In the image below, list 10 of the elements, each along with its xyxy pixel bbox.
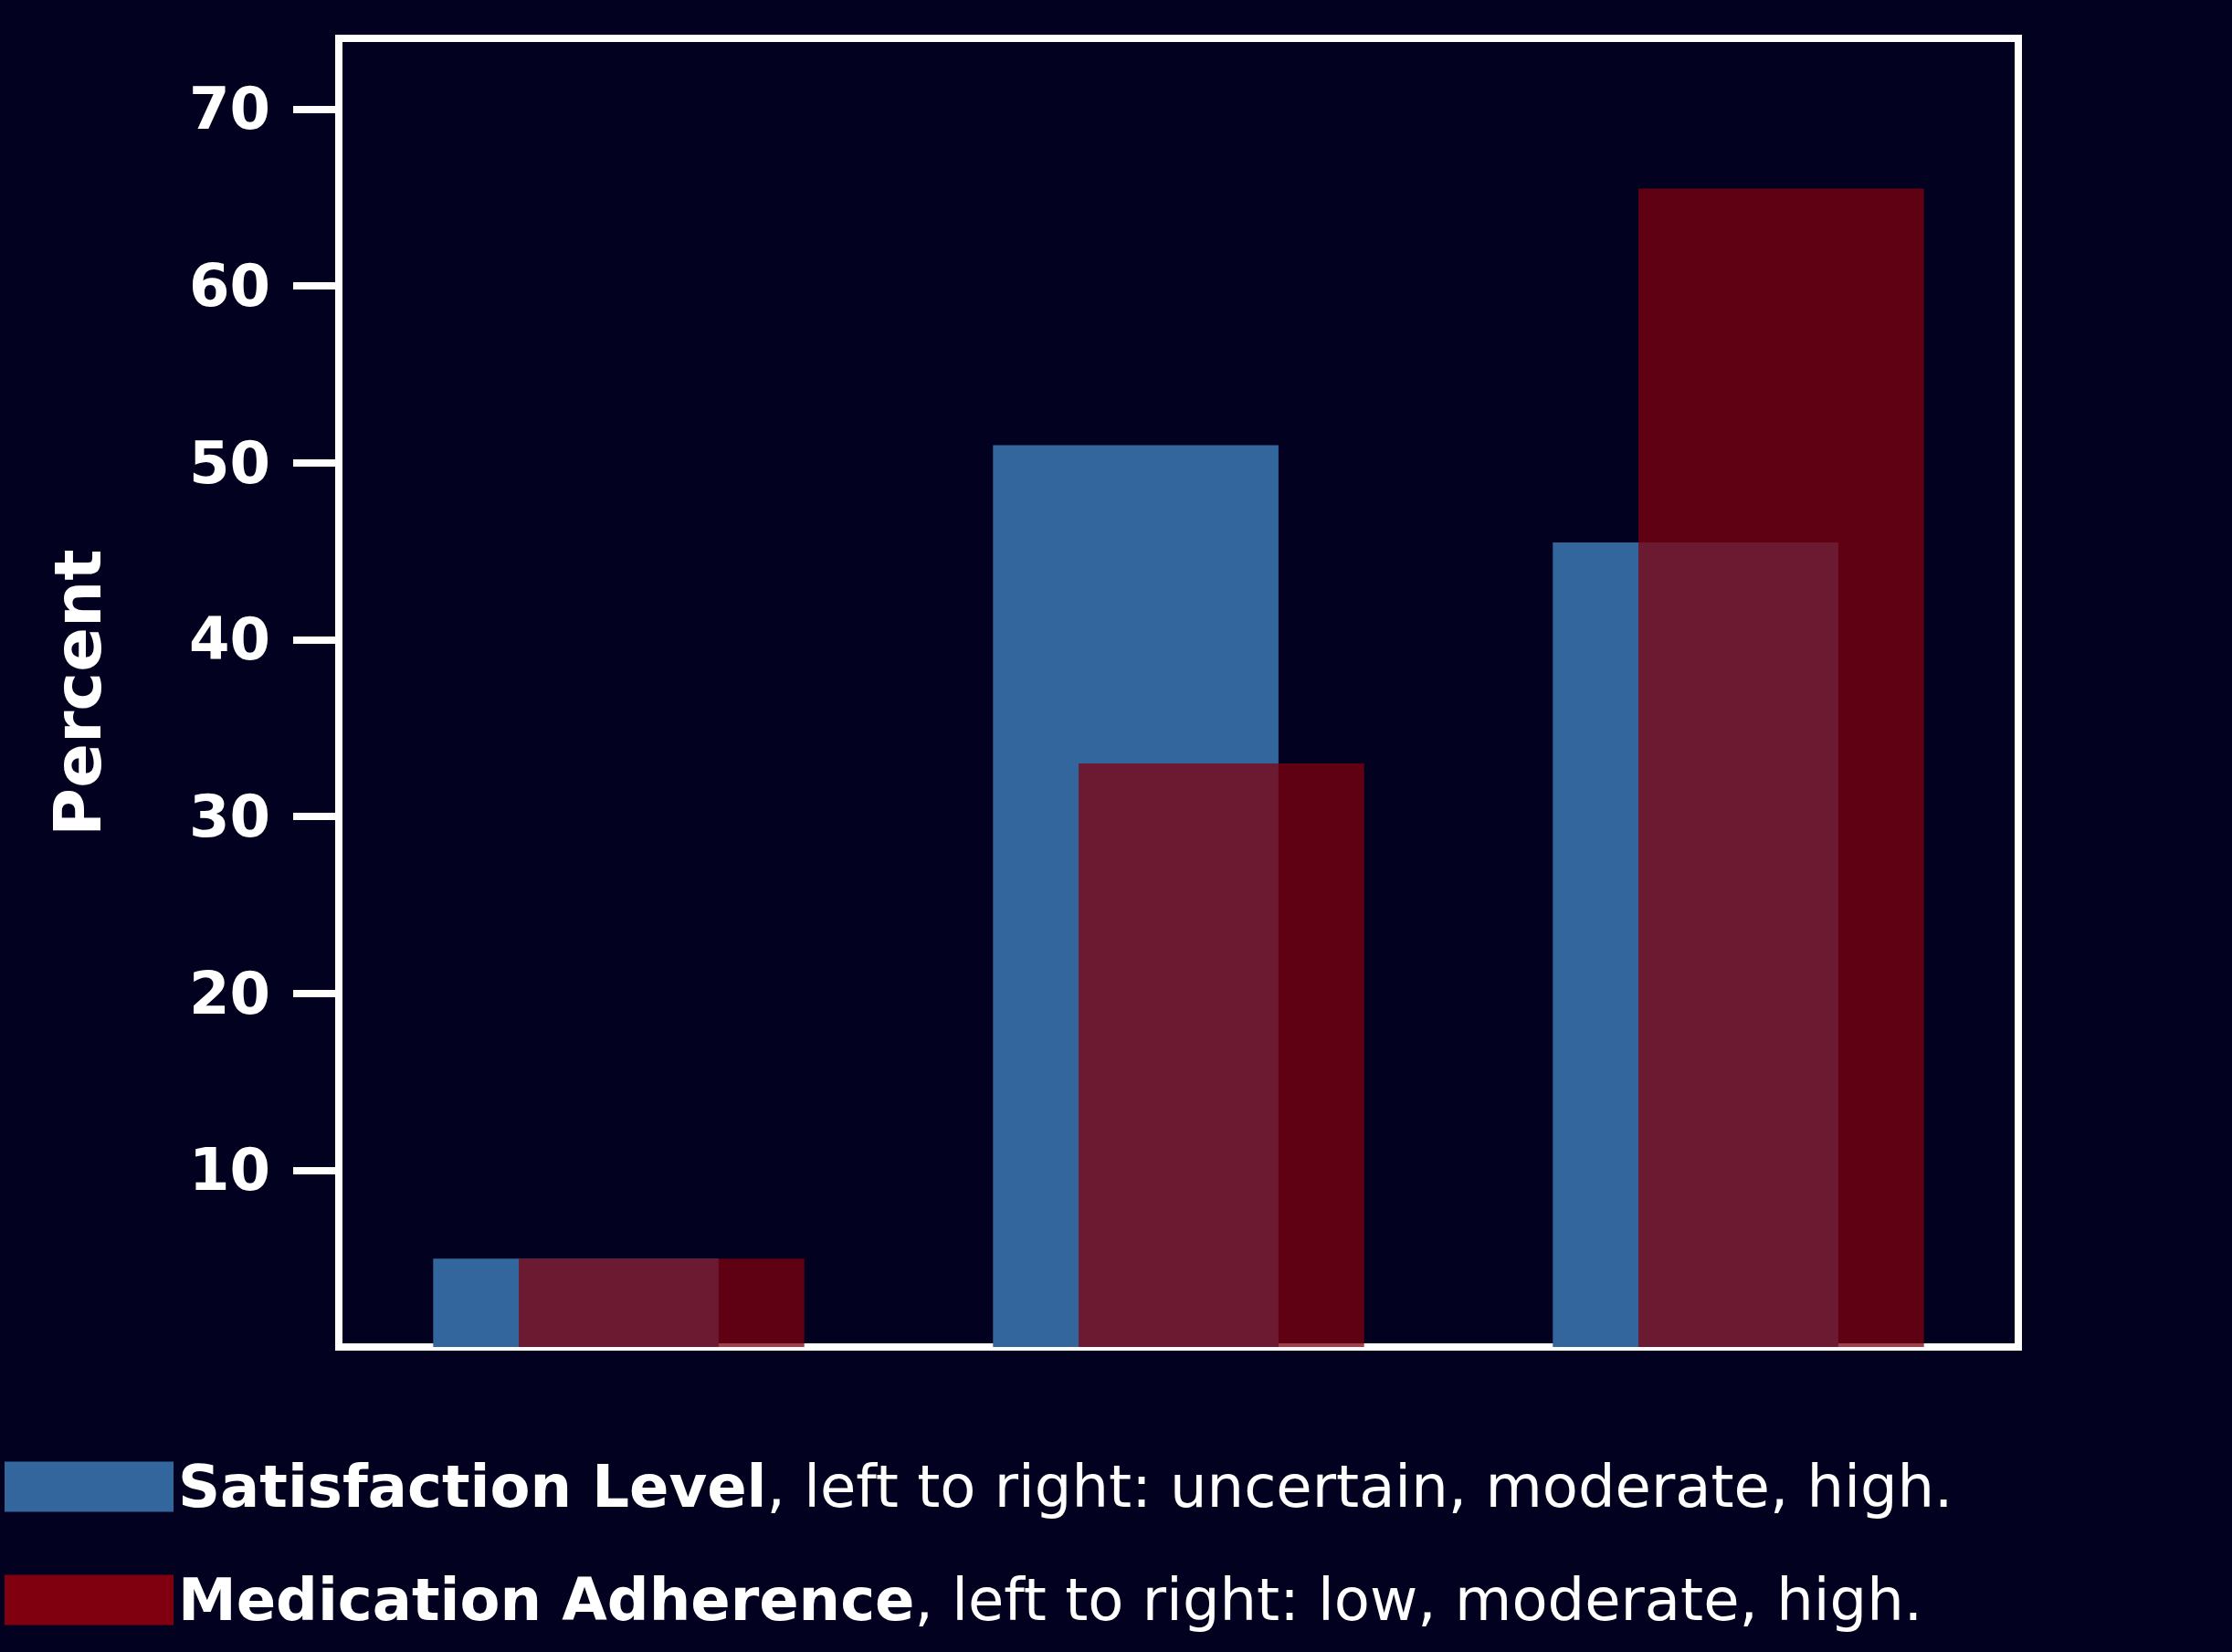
y-tick-label: 50: [188, 428, 270, 497]
y-tick-label: 30: [188, 783, 270, 851]
y-tick-label: 20: [188, 959, 270, 1027]
y-tick-label: 40: [188, 605, 270, 674]
y-tick-label: 10: [188, 1136, 270, 1205]
y-axis-title: Percent: [39, 549, 116, 837]
legend-label: Medication Adherence, left to right: low, moderate, high.: [178, 1566, 1923, 1634]
y-tick-label: 60: [188, 252, 270, 321]
legend-label: Satisfaction Level, left to right: uncertain, moderate, high.: [178, 1453, 1953, 1520]
y-tick-label: 70: [188, 75, 270, 143]
